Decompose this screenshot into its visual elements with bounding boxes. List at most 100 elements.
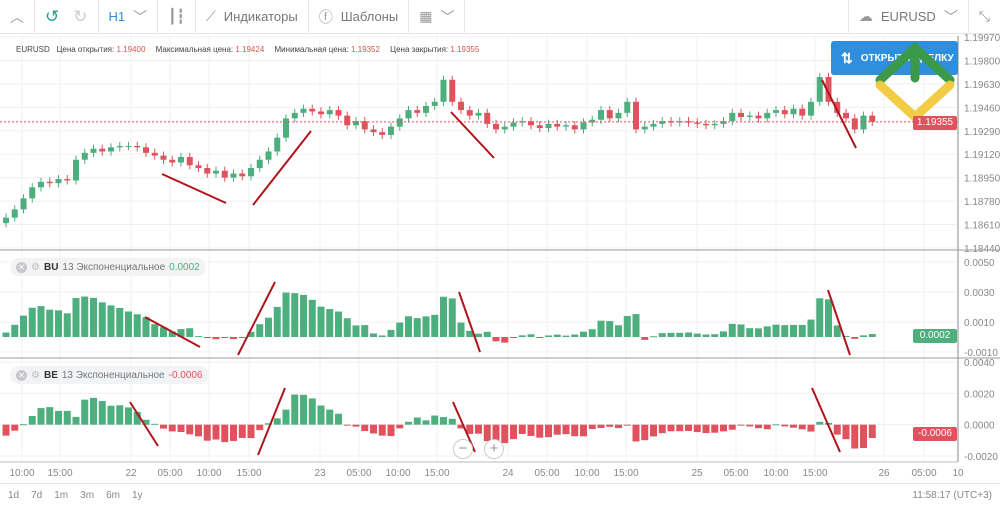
candle-bearish [160,155,167,160]
time-tick-label: 15:00 [424,468,449,479]
zoom-out-button[interactable]: − [453,439,473,459]
symbol-select[interactable]: ☁ EURUSD ﹀ [847,0,969,34]
price-tick-label: 1.18780 [964,197,1000,208]
bu-bar [186,328,194,337]
bu-bar [28,307,36,337]
bu-bar [615,325,622,337]
candle-bullish [3,217,9,224]
time-tick-label: 10:00 [763,468,788,479]
be-bar [658,424,666,434]
range-1d[interactable]: 1d [8,490,20,501]
time-tick-label: 10:00 [574,468,599,479]
bu-bar [798,324,806,337]
be-bar [615,424,622,429]
timeframe-select[interactable]: H1 ﹀ [99,0,159,34]
range-3m[interactable]: 3m [80,490,95,501]
range-1y[interactable]: 1y [131,490,143,501]
candle-bearish [221,170,228,178]
range-7d[interactable]: 7d [31,490,43,501]
calendar-button[interactable]: ▦ ﹀ [409,0,466,34]
bu-bar [588,329,596,337]
bu-bar [221,337,229,338]
be-bar [868,424,876,438]
candle-bearish [869,115,876,122]
bu-bar [606,321,614,337]
bu-name: BU [43,261,59,273]
candle-bullish [746,115,753,117]
candle-bullish [808,101,814,116]
be-bar [720,424,727,432]
templates-button[interactable]: ⓕ Шаблоны [309,0,410,34]
collapse-button[interactable]: ︿ [0,0,35,34]
bu-bar [833,325,841,337]
gear-icon[interactable]: ⚙ [31,369,40,381]
remove-indicator-icon[interactable]: ✕ [16,261,27,273]
chart-area[interactable]: 1.19970 1.19800 1.19630 1.19460 1.19290 1.191… [0,0,1000,483]
range-6m[interactable]: 6m [106,490,120,501]
timeframe-value: H1 [108,9,126,24]
indicators-button[interactable]: ⟋ Индикаторы [196,0,309,34]
bu-bar [352,325,360,337]
undo-icon[interactable]: ↺ [45,6,60,26]
candle-bearish [493,123,499,130]
time-tick-label: 10 [952,468,964,479]
bu-bar [46,309,54,337]
bu-bar [623,316,631,337]
bu-bar [501,337,509,343]
chart-type-button[interactable]: ┃┇ [158,0,196,34]
bu-bar [571,334,579,337]
trend-line-annotation [161,173,227,204]
be-tick-label: 0.0000 [964,421,995,432]
bu-bar [475,333,482,337]
be-bar [177,424,185,433]
remove-indicator-icon[interactable]: ✕ [16,369,27,381]
bu-bar [807,319,815,337]
candle-bullish [38,181,44,188]
bu-bar [658,333,666,337]
be-bar [273,418,281,425]
be-bar [326,409,334,425]
bu-bar [641,337,649,340]
bu-bar [702,334,710,337]
be-bar [650,424,657,437]
candle-bullish [580,122,587,130]
bu-bar [728,323,736,337]
candle-bearish [799,108,806,116]
candle-bullish [353,121,359,126]
bu-bar [361,325,369,337]
candle-bearish [335,110,342,116]
bu-bar [597,320,605,337]
candle-bearish [99,148,106,152]
candle-bullish [108,147,114,152]
gear-icon[interactable]: ⚙ [31,261,40,273]
bu-bar [335,311,342,337]
bu-bar [20,315,27,337]
fullscreen-button[interactable]: ⤡ [969,0,1000,34]
candle-bullish [55,179,62,184]
be-bar [860,424,867,449]
be-bar [685,424,692,431]
indicators-label: Индикаторы [223,9,298,24]
open-trade-button[interactable]: ⇅ ОТКРЫТЬ СДЕЛКУ [831,41,958,75]
be-bar [133,411,141,425]
time-tick-label: 15:00 [802,468,827,479]
price-tick-label: 1.19460 [964,103,1000,114]
candle-bullish [423,105,429,113]
range-1m[interactable]: 1m [54,490,69,501]
bu-bar [483,331,491,337]
trend-line-annotation [144,316,201,348]
toolbar: ︿ ↺ ↻ H1 ﹀ ┃┇ ⟋ Индикаторы ⓕ Шаблоны ▦ ﹀ ☁ EUR… [0,0,1000,34]
candle-bullish [388,126,394,135]
close-value: 1.19355 [450,45,480,54]
time-tick-label: 22 [125,468,137,479]
trend-line-annotation [252,130,312,206]
candle-bullish [11,209,18,218]
be-bar [11,424,19,431]
candle-bullish [29,187,36,199]
redo-icon[interactable]: ↻ [73,6,88,26]
candle-bullish [720,121,727,124]
bu-bar [247,331,255,337]
bu-bar [405,316,412,337]
be-bar [807,424,815,432]
zoom-in-button[interactable]: + [484,439,504,459]
